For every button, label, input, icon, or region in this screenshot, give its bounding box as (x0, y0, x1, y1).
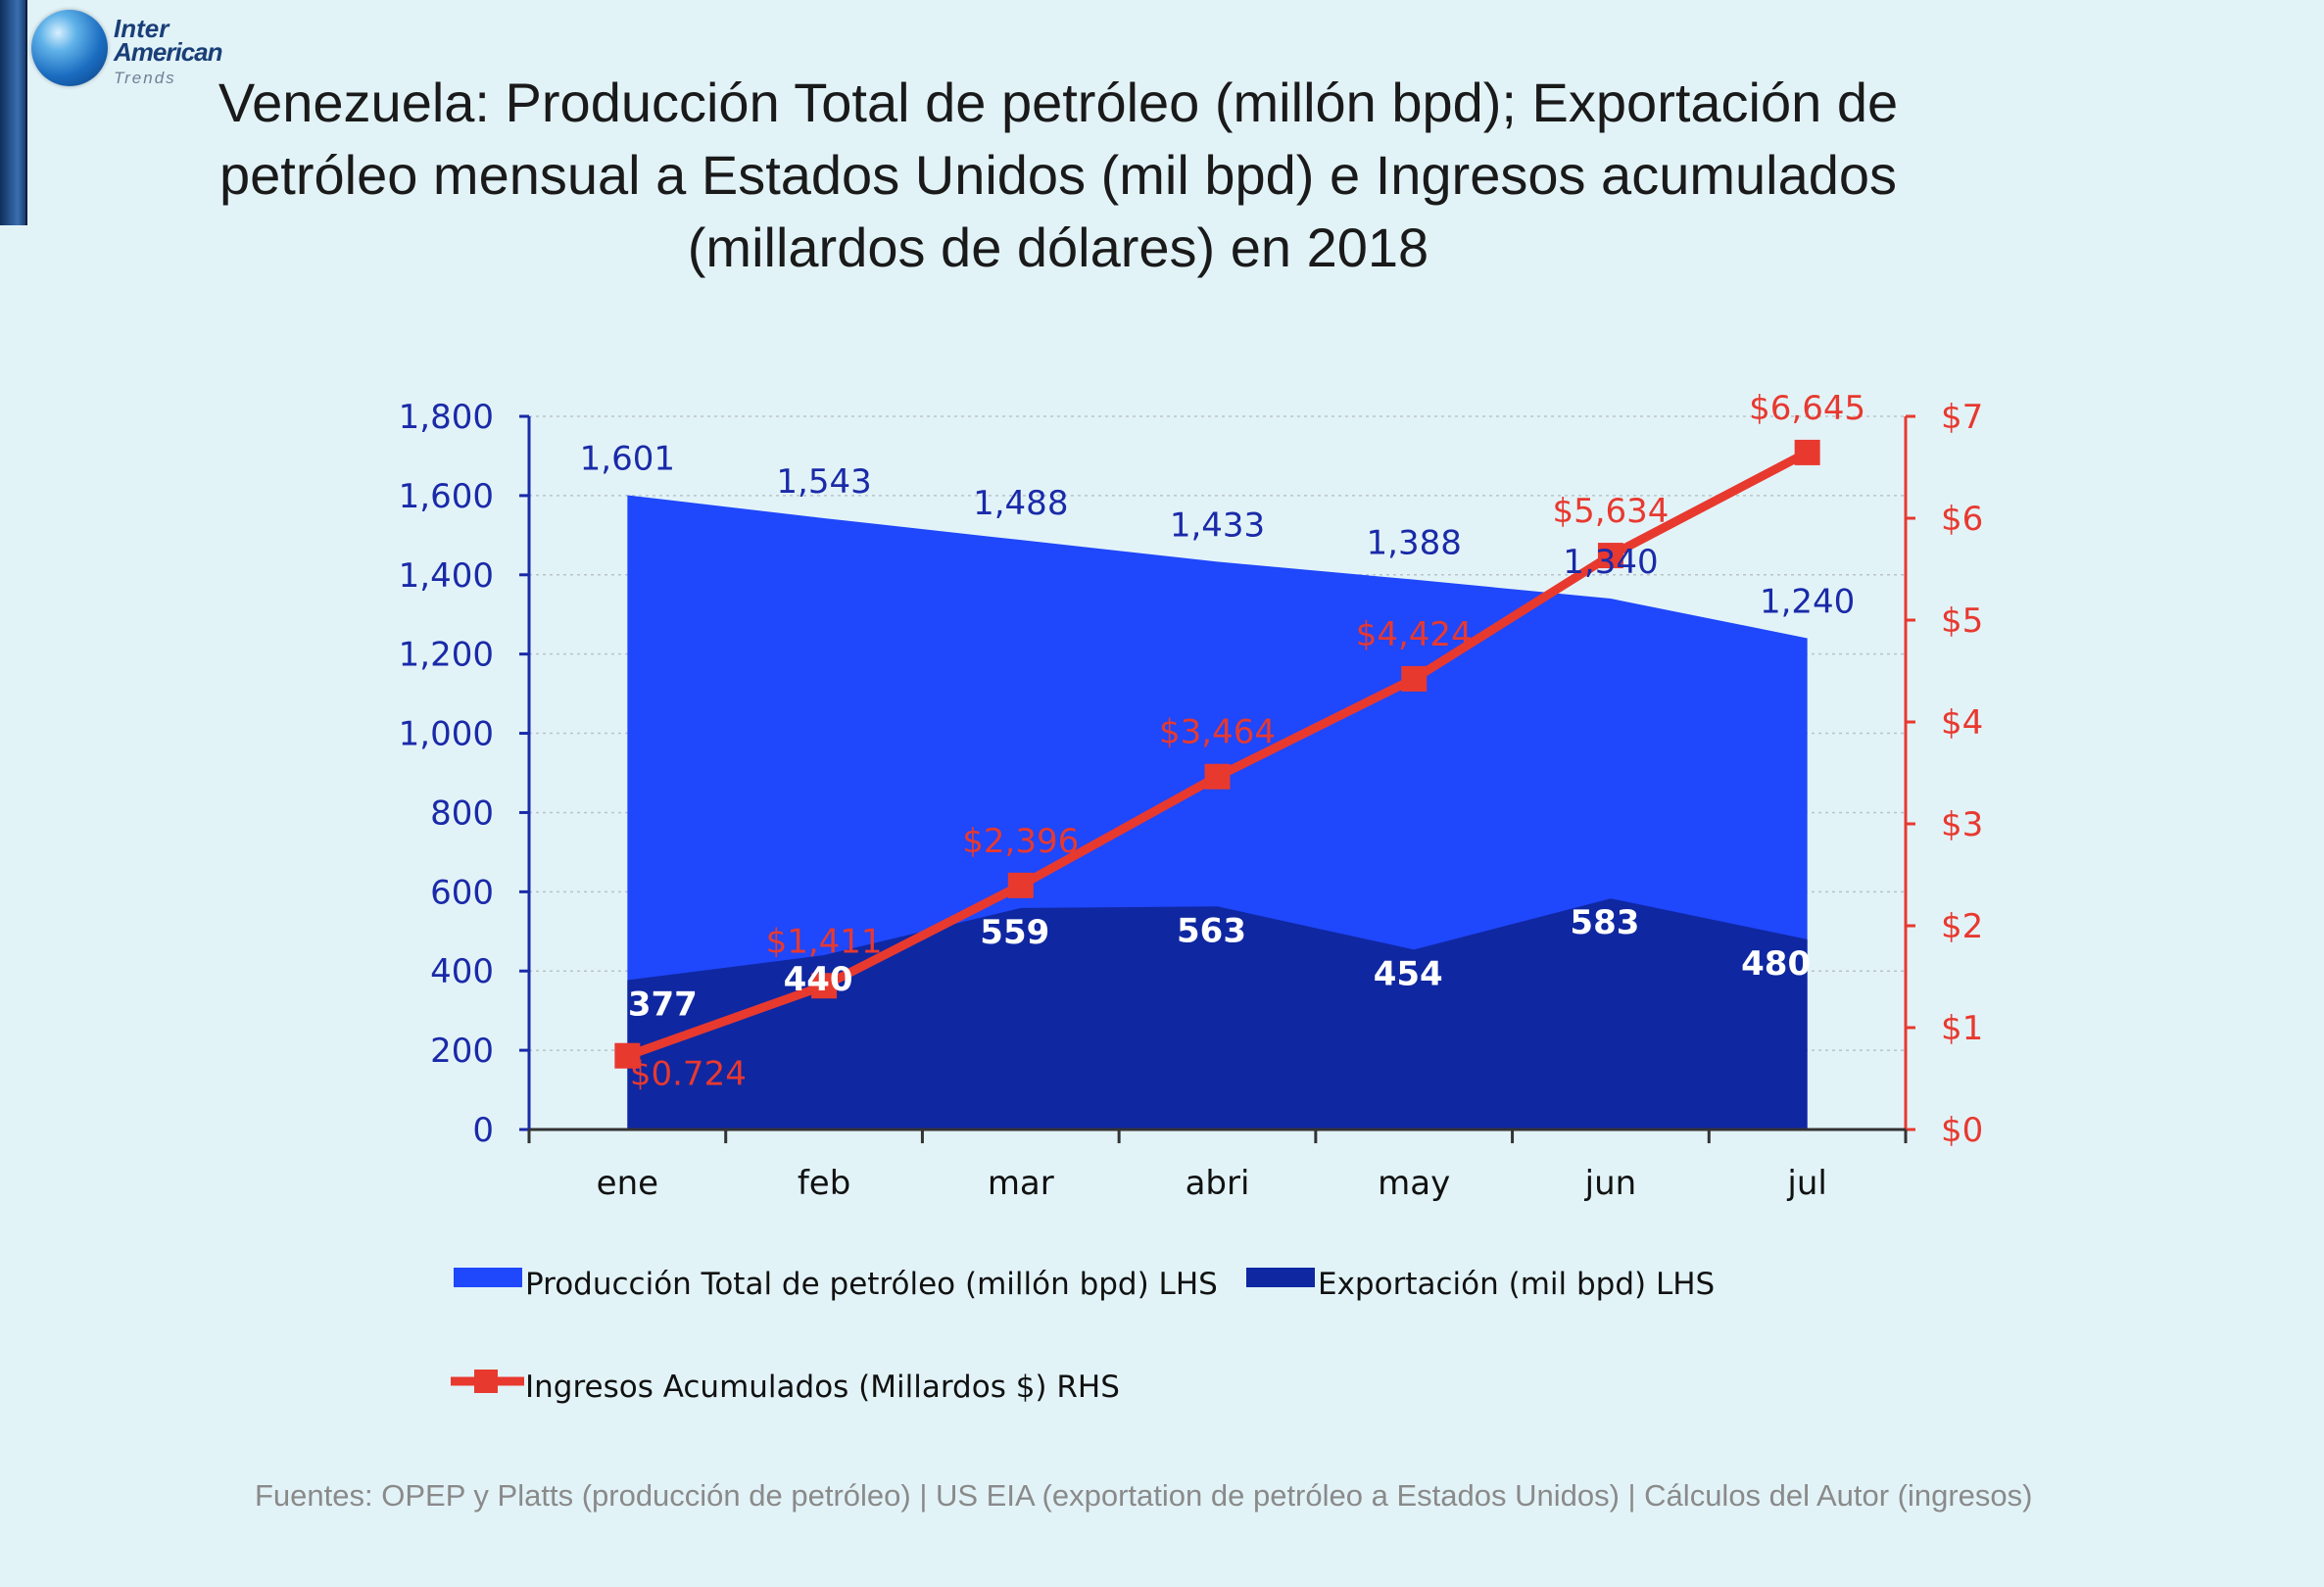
axis-layer: 0 200 400 600 800 1,000 1,200 1,400 1,600 1,800 $0… (399, 398, 1984, 1203)
revenue-point-marker (1401, 665, 1428, 692)
revenue-point-marker (614, 1042, 641, 1069)
left-axis-tick-label: 1,200 (399, 636, 494, 675)
right-axis-tick-label: $0 (1941, 1111, 1983, 1150)
globe-icon (31, 10, 108, 86)
exports-data-label: 563 (1177, 911, 1246, 950)
x-axis-category-label: ene (597, 1164, 658, 1203)
legend-layer: Producción Total de petróleo (millón bpd… (451, 1267, 1715, 1405)
left-axis-tick-label: 600 (430, 873, 494, 912)
production-data-label: 1,488 (973, 484, 1068, 523)
chart: 0 200 400 600 800 1,000 1,200 1,400 1,600 1,800 $0… (399, 389, 1984, 1405)
exports-area (627, 898, 1808, 1130)
logo-text-line3: Trends (114, 69, 176, 87)
revenue-data-label: $4,424 (1356, 615, 1473, 654)
source-note: Fuentes: OPEP y Platts (producción de pe… (255, 1478, 2033, 1513)
x-axis-category-label: may (1378, 1164, 1450, 1203)
right-axis-tick-label: $4 (1941, 703, 1983, 743)
production-data-label: 1,388 (1367, 524, 1462, 563)
revenue-data-label: $0.724 (630, 1055, 747, 1094)
right-axis-tick-label: $6 (1941, 500, 1983, 539)
legend-swatch-revenue-marker (474, 1370, 498, 1393)
revenue-point-marker (1794, 439, 1820, 465)
production-data-label: 1,601 (580, 439, 675, 478)
line-layer (614, 439, 1820, 1069)
exports-data-label: 480 (1741, 944, 1811, 984)
right-axis-tick-label: $2 (1941, 907, 1983, 946)
revenue-data-label: $5,634 (1552, 492, 1669, 531)
exports-data-label: 440 (784, 960, 853, 999)
logo-side-bar (0, 0, 27, 225)
x-axis-category-label: jun (1584, 1164, 1637, 1203)
revenue-point-marker (811, 973, 838, 999)
revenue-data-label: $3,464 (1159, 713, 1276, 752)
legend-swatch-exports (1246, 1268, 1315, 1287)
left-axis-tick-label: 800 (430, 794, 494, 833)
revenue-point-marker (1204, 763, 1231, 790)
logo-text-line1: Inter (114, 14, 169, 43)
right-axis-tick-label: $5 (1941, 601, 1983, 641)
exports-data-label: 583 (1570, 903, 1639, 942)
left-axis-tick-label: 400 (430, 952, 494, 991)
left-axis-tick-label: 1,000 (399, 715, 494, 754)
left-axis-tick-label: 0 (472, 1111, 494, 1150)
production-data-label: 1,240 (1760, 582, 1855, 621)
legend-label-production: Producción Total de petróleo (millón bpd… (525, 1267, 1218, 1302)
revenue-point-marker (1597, 543, 1623, 569)
revenue-point-marker (1007, 872, 1034, 898)
legend-label-revenue: Ingresos Acumulados (Millardos $) RHS (525, 1370, 1120, 1405)
x-axis-category-label: abri (1186, 1164, 1250, 1203)
x-axis-category-label: feb (798, 1164, 850, 1203)
exports-data-label: 377 (628, 986, 698, 1025)
logo-text-line2: American (114, 37, 222, 67)
left-axis-tick-label: 200 (430, 1032, 494, 1071)
production-data-label: 1,433 (1170, 505, 1265, 545)
right-axis-tick-label: $1 (1941, 1009, 1983, 1048)
left-axis-tick-label: 1,600 (399, 477, 494, 516)
inter-american-trends-logo: Inter American Trends (27, 4, 253, 92)
exports-data-label: 454 (1374, 954, 1443, 993)
right-axis-tick-label: $7 (1941, 398, 1983, 437)
production-data-label: 1,340 (1563, 543, 1658, 582)
revenue-data-label: $2,396 (962, 822, 1079, 861)
chart-title: Venezuela: Producción Total de petróleo … (218, 72, 1899, 278)
area-layer (627, 495, 1808, 1130)
label-layer: 1,601 1,543 1,488 1,433 1,388 1,340 1,240 377 44… (580, 389, 1865, 1094)
legend-label-exports: Exportación (mil bpd) LHS (1318, 1267, 1715, 1302)
legend-swatch-production (454, 1268, 522, 1287)
production-data-label: 1,543 (776, 462, 871, 502)
right-axis-tick-label: $3 (1941, 805, 1983, 844)
left-axis-tick-label: 1,800 (399, 398, 494, 437)
revenue-data-label: $1,411 (766, 922, 883, 961)
left-axis-tick-label: 1,400 (399, 556, 494, 596)
x-axis-category-label: jul (1786, 1164, 1826, 1203)
x-axis-category-label: mar (988, 1164, 1054, 1203)
revenue-data-label: $6,645 (1749, 389, 1865, 428)
exports-data-label: 559 (980, 913, 1049, 952)
